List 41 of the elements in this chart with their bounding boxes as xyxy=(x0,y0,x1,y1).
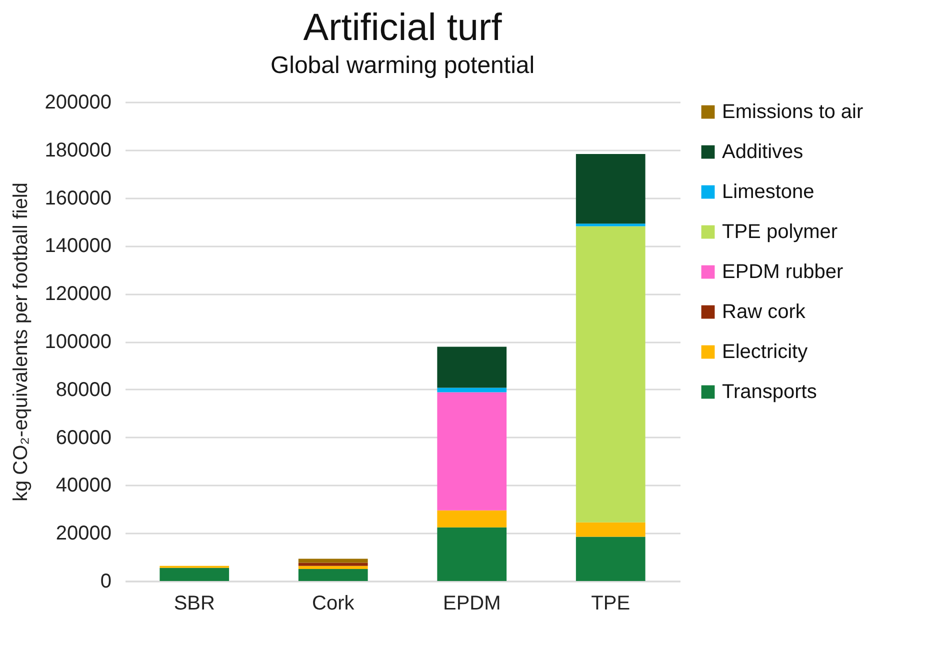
legend-label: Electricity xyxy=(722,341,808,363)
bar xyxy=(160,568,230,581)
bar xyxy=(576,536,646,581)
y-tick-label: 80000 xyxy=(56,378,112,401)
bar xyxy=(437,527,507,581)
legend-label: EPDM rubber xyxy=(722,261,844,283)
y-tick-label: 200000 xyxy=(44,92,112,114)
bar xyxy=(298,566,368,570)
y-tick-label: 120000 xyxy=(44,283,112,306)
y-tick-label: 100000 xyxy=(44,331,112,353)
x-tick-label: EPDM xyxy=(442,592,501,614)
x-tick-label: Cork xyxy=(312,592,356,614)
x-tick-label: TPE xyxy=(591,592,630,614)
bar xyxy=(576,226,646,522)
y-tick-label: 60000 xyxy=(56,426,112,449)
y-tick-label: 0 xyxy=(100,570,112,592)
bar xyxy=(437,510,507,528)
legend-label: Emissions to air xyxy=(722,101,864,123)
bar xyxy=(437,346,507,388)
legend-label: Additives xyxy=(722,141,804,163)
y-tick-label: 40000 xyxy=(56,474,112,497)
bar xyxy=(437,392,507,510)
bar xyxy=(576,522,646,537)
y-tick-label: 140000 xyxy=(44,235,112,258)
y-tick-label: 160000 xyxy=(44,187,112,210)
y-tick-label: 20000 xyxy=(56,522,112,545)
chart-title: Artificial turf xyxy=(303,7,502,49)
chart-subtitle: Global warming potential xyxy=(270,52,535,79)
legend-label: TPE polymer xyxy=(722,221,838,243)
bar xyxy=(298,569,368,581)
bar xyxy=(298,558,368,563)
bar xyxy=(576,224,646,226)
bar xyxy=(576,154,646,224)
bar xyxy=(298,562,368,566)
legend-label: Limestone xyxy=(722,181,814,203)
x-tick-label: SBR xyxy=(174,592,215,614)
y-tick-label: 180000 xyxy=(44,139,112,162)
legend-label: Raw cork xyxy=(722,301,806,323)
y-axis-title: kg CO₂-equivalents per football field xyxy=(10,182,32,502)
bar xyxy=(437,388,507,392)
legend-label: Transports xyxy=(722,381,817,403)
